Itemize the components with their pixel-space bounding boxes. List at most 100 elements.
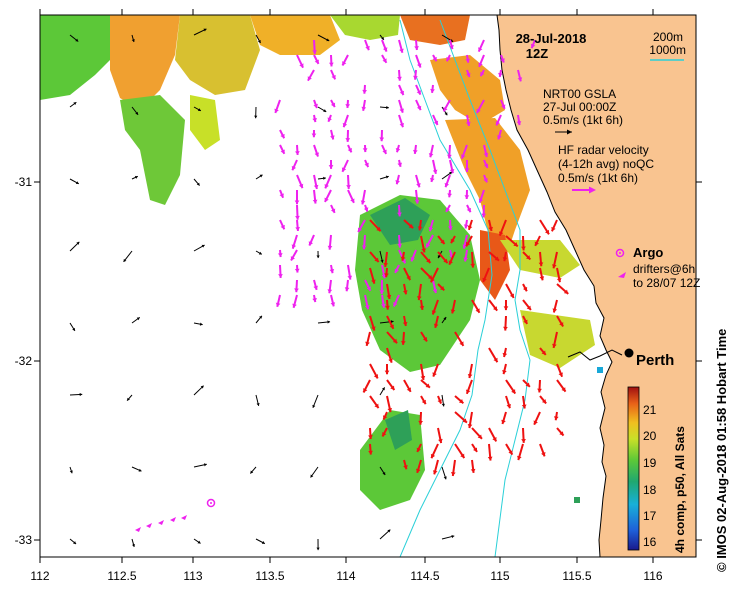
radar-arrow [312,39,317,55]
radar-arrow-red [385,299,390,310]
radar-arrow-red [556,427,565,437]
radar-arrow-red [467,363,473,379]
gsla-date: 27-Jul 00:00Z [543,100,616,114]
drifter-legend: drifters@6h to 28/07 12Z [618,262,700,290]
gsla-arrow [317,320,331,324]
radar-arrow-red [454,331,465,347]
radar-arrow-red [467,219,473,231]
gsla-arrow [69,392,83,397]
radar-arrow-red [471,427,483,440]
x-tick-label: 112 [30,569,49,583]
gsla-arrow [131,106,139,116]
radar-arrow-red [503,299,509,311]
radar-arrow-red [432,459,439,475]
gsla-arrow [379,466,386,476]
radar-arrow [274,99,281,114]
radar-arrow [330,99,336,108]
gsla-arrow [123,250,133,263]
radar-arrow [324,174,332,189]
radar-arrow-red [420,395,427,405]
radar-arrow [381,264,387,279]
radar-arrow-red [552,331,558,349]
radar-arrow [464,159,470,173]
colorbar-tick: 18 [643,483,657,497]
colorbar-tick: 17 [643,509,657,523]
radar-arrow-red [437,251,449,264]
radar-arrow [464,189,470,200]
colorbar-label: 4h comp, p50, All Sats [673,426,687,553]
radar-arrow-red [437,395,443,404]
radar-arrow [330,129,335,140]
radar-arrow-red [505,443,514,456]
radar-arrow-red [386,395,393,413]
radar-arrow [307,69,315,82]
radar-arrow [398,249,407,264]
radar-arrow [398,114,405,128]
x-tick-label: 113 [183,569,202,583]
radar-arrow [432,114,439,126]
radar-arrow-red [498,219,507,237]
gsla-arrow [193,322,203,326]
radar-arrow [410,249,417,262]
radar-arrow [357,219,366,233]
radar-arrow [328,54,334,67]
radar-arrow-red [502,363,507,375]
radar-arrow [313,174,319,190]
radar-arrow-red [454,395,465,405]
gsla-arrow [441,171,453,180]
radar-arrow [466,114,471,127]
radar-arrow [292,294,298,309]
radar-arrow [398,84,405,96]
radar-arrow-red [522,379,531,388]
gsla-arrow [379,320,394,324]
radar-arrow [395,144,401,153]
radar-arrow-red [403,267,412,281]
radar-arrow [483,174,488,183]
radar-arrow-red [362,379,371,393]
radar-arrow [429,174,435,183]
x-tick-label: 114 [336,569,355,583]
radar-arrow [465,54,471,63]
radar-arrow-red [403,379,412,393]
radar-arrow [398,39,404,54]
gsla-arrow [379,105,389,110]
radar-arrow-red [368,427,373,440]
colorbar: 21 20 19 18 17 16 4h comp, p50, All Sats [627,386,687,553]
drifter-line-1: drifters@6h [633,262,695,276]
gsla-arrow [249,466,257,474]
radar-arrow [432,159,438,174]
radar-arrow [311,129,317,138]
argo-float-dot [210,502,212,504]
radar-arrow [466,69,471,78]
x-axis: 112 112.5 113 113.5 114 114.5 115 115.5 … [30,569,662,583]
radar-arrow-red [430,267,439,283]
radar-arrow-red [471,299,481,314]
radar-arrow-red [533,411,541,426]
radar-arrow-red [419,299,425,311]
radar-arrow [295,219,300,232]
drifter-point [170,517,176,522]
radar-arrow [313,99,318,109]
radar-arrow [466,204,472,213]
radar-arrow-red [403,459,408,470]
radar-arrow [328,159,334,169]
radar-arrow [428,144,434,158]
radar-arrow-red [400,331,406,345]
radar-arrow [483,159,489,169]
gsla-arrow [441,394,445,407]
radar-arrow [364,159,370,168]
radar-arrow-red [381,427,388,437]
gsla-arrow [379,34,385,41]
radar-arrow [330,204,336,214]
radar-arrow [381,39,388,52]
radar-arrow [364,39,370,51]
gsla-scale-arrowhead-icon [567,129,572,135]
radar-arrow-red [416,283,422,301]
radar-arrow-red [369,251,380,263]
radar-arrow [290,249,298,262]
radar-arrow-red [431,299,439,315]
radar-arrow [341,159,349,173]
radar-arrow-red [522,251,532,261]
radar-arrow [294,264,300,273]
